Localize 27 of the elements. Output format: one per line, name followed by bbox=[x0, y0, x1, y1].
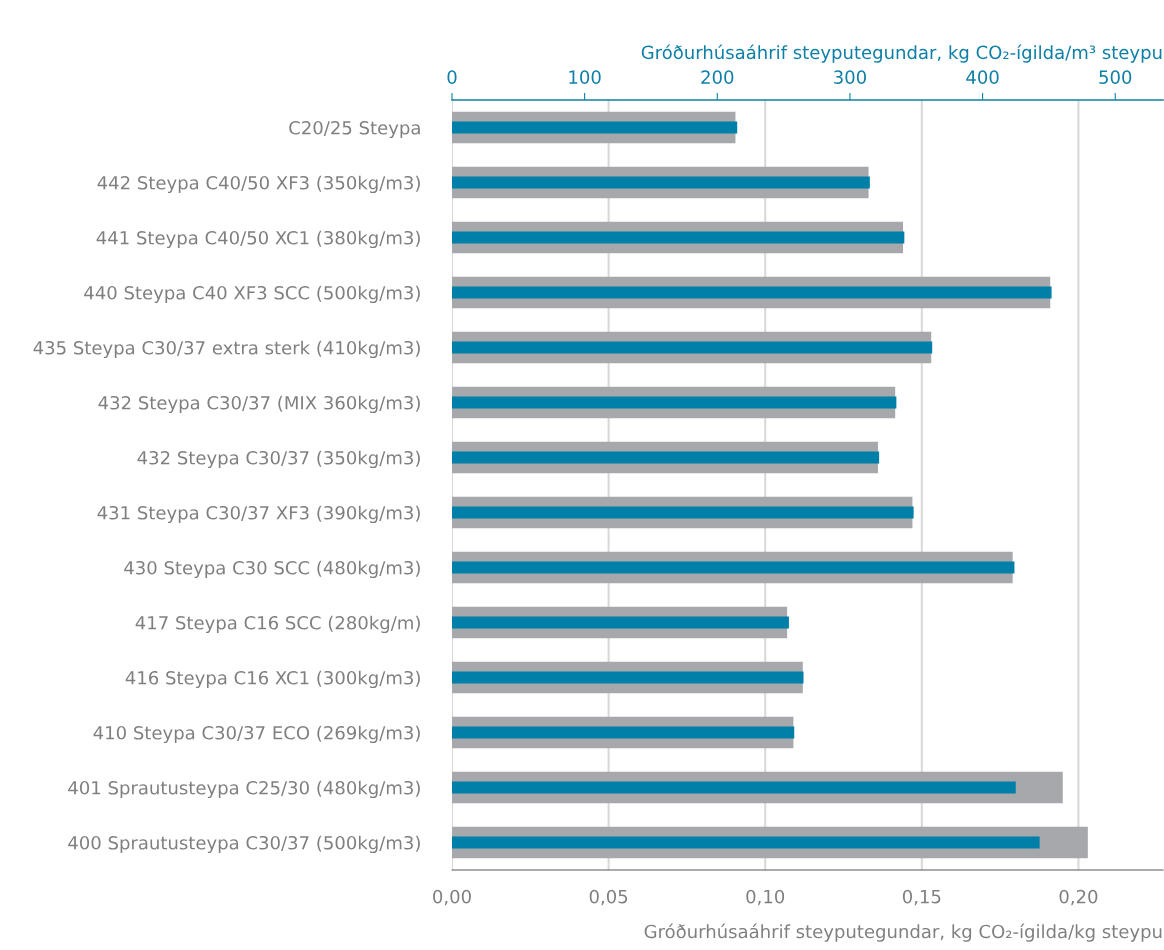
y-tick-label: 442 Steypa C40/50 XF3 (350kg/m3) bbox=[97, 175, 420, 194]
x-tick-label: 0,05 bbox=[589, 889, 628, 906]
x-tick-label: 0,15 bbox=[902, 889, 941, 906]
y-tick-label: 440 Steypa C40 XF3 SCC (500kg/m3) bbox=[84, 285, 420, 304]
x-axis-title: Gróðurhúsaáhrif steyputegundar, kg CO₂-ígilda/kg steypu bbox=[644, 923, 1162, 942]
y-tick-label: 430 Steypa C30 SCC (480kg/m3) bbox=[124, 560, 420, 579]
x2-tick-label: 200 bbox=[701, 70, 734, 84]
y-tick-label: 416 Steypa C16 XC1 (300kg/m3) bbox=[125, 670, 420, 689]
x-tick-label: 0,20 bbox=[1059, 889, 1098, 906]
y-tick-label: 410 Steypa C30/37 ECO (269kg/m3) bbox=[93, 725, 420, 744]
x-tick-label: 0,10 bbox=[746, 889, 785, 906]
y-tick-label: 400 Sprautusteypa C30/37 (500kg/m3) bbox=[68, 835, 420, 854]
x2-tick-label: 400 bbox=[966, 70, 999, 84]
y-tick-label: 401 Sprautusteypa C25/30 (480kg/m3) bbox=[68, 780, 420, 799]
y-tick-label: 417 Steypa C16 SCC (280kg/m) bbox=[135, 615, 420, 634]
x2-tick-label: 500 bbox=[1099, 70, 1132, 84]
x2-axis-title: Gróðurhúsaáhrif steyputegundar, kg CO₂-ígilda/m³ steypu bbox=[641, 44, 1162, 63]
y-tick-label: C20/25 Steypa bbox=[289, 120, 420, 139]
y-tick-label: 432 Steypa C30/37 (350kg/m3) bbox=[137, 450, 420, 469]
x2-tick-label: 100 bbox=[569, 70, 601, 84]
y-tick-label: 432 Steypa C30/37 (MIX 360kg/m3) bbox=[98, 395, 420, 414]
x-tick-label: 0,00 bbox=[433, 889, 471, 906]
y-tick-label: 431 Steypa C30/37 XF3 (390kg/m3) bbox=[97, 505, 420, 524]
x2-tick-label: 0 bbox=[447, 70, 457, 84]
y-tick-label: 441 Steypa C40/50 XC1 (380kg/m3) bbox=[96, 230, 420, 249]
y-tick-label: 435 Steypa C30/37 extra sterk (410kg/m3) bbox=[33, 340, 420, 359]
x2-tick-label: 300 bbox=[834, 70, 866, 84]
